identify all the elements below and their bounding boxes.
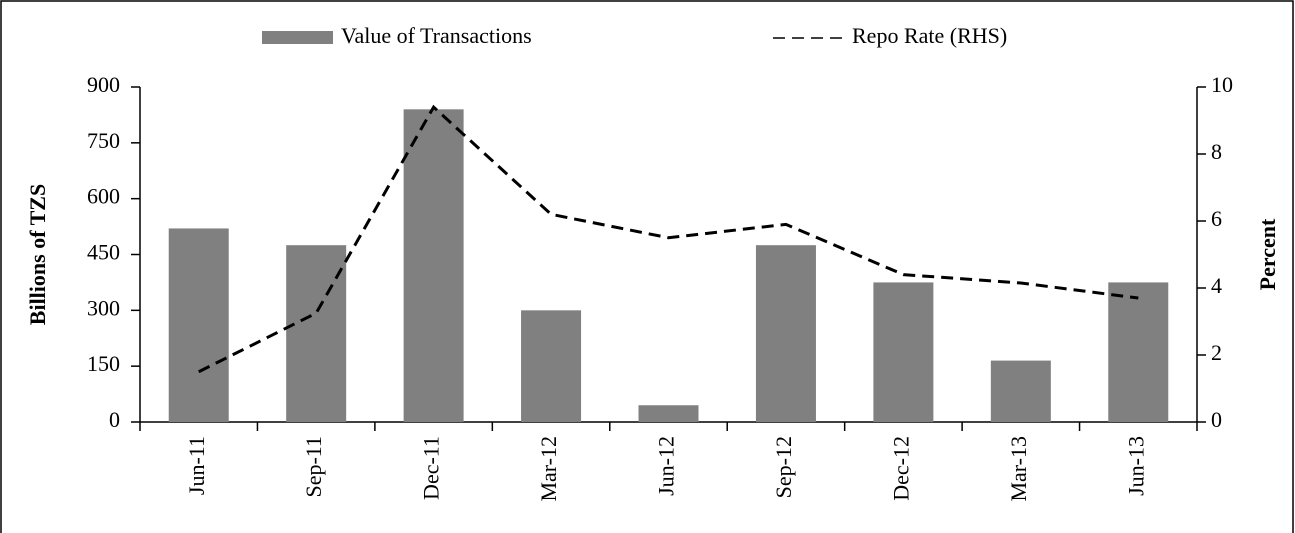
y-tick-label: 900: [87, 72, 120, 97]
legend-label: Repo Rate (RHS): [852, 23, 1007, 48]
y2-tick-label: 10: [1211, 72, 1233, 97]
line: [198, 104, 1139, 374]
bar: [521, 310, 582, 422]
y-axis-title: Billions of TZS: [25, 184, 50, 325]
y-tick-label: 150: [87, 351, 120, 376]
bar: [168, 228, 229, 422]
y2-tick-label: 0: [1211, 407, 1222, 432]
y2-tick-label: 6: [1211, 206, 1222, 231]
bar: [755, 245, 816, 422]
legend-swatch: [262, 31, 333, 44]
y-tick-label: 750: [87, 128, 120, 153]
bar: [1108, 282, 1169, 422]
x-tick-label: Dec-11: [419, 436, 444, 500]
bar: [638, 405, 699, 422]
y-tick-label: 450: [87, 240, 120, 265]
y2-tick-label: 2: [1211, 340, 1222, 365]
x-tick-label: Jun-13: [1123, 436, 1148, 496]
y-tick-label: 300: [87, 295, 120, 320]
y2-axis-title: Percent: [1255, 218, 1280, 290]
bar: [403, 109, 464, 422]
bar: [990, 360, 1051, 422]
bar: [286, 245, 347, 422]
x-tick-label: Mar-12: [536, 436, 561, 502]
x-tick-label: Mar-13: [1006, 436, 1031, 502]
y2-tick-label: 4: [1211, 273, 1222, 298]
legend-label: Value of Transactions: [341, 23, 532, 48]
x-tick-label: Jun-11: [184, 436, 209, 495]
y-tick-label: 600: [87, 184, 120, 209]
x-tick-label: Sep-11: [301, 436, 326, 498]
x-tick-label: Dec-12: [888, 436, 913, 501]
x-tick-label: Jun-12: [654, 436, 679, 496]
bar: [873, 282, 934, 422]
y2-tick-label: 8: [1211, 139, 1222, 164]
y-tick-label: 0: [109, 407, 120, 432]
x-tick-label: Sep-12: [771, 436, 796, 498]
